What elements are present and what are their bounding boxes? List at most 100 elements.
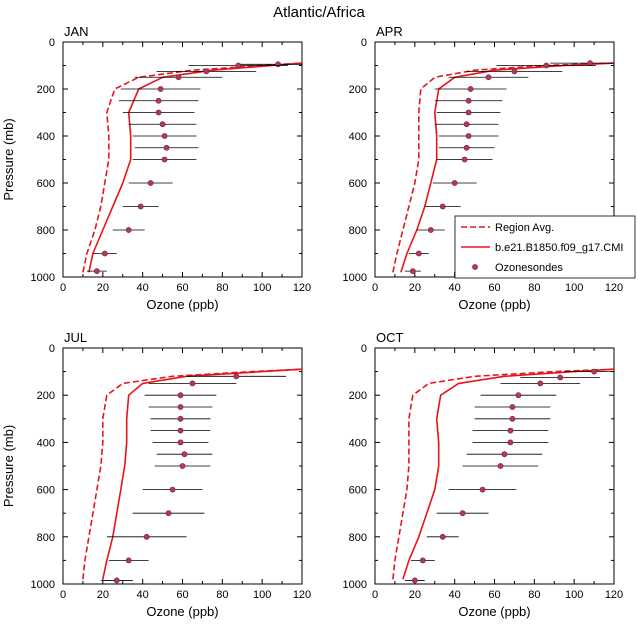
y-tick-label: 800 bbox=[37, 225, 55, 237]
y-tick-label: 400 bbox=[37, 131, 55, 143]
y-tick-label: 800 bbox=[37, 532, 55, 544]
y-tick-label: 200 bbox=[349, 390, 367, 402]
sonde-point bbox=[177, 404, 184, 410]
sonde-point bbox=[203, 68, 210, 75]
sonde-point bbox=[507, 427, 514, 434]
sonde-point bbox=[591, 368, 597, 375]
sonde-point bbox=[415, 250, 422, 257]
sonde-point bbox=[125, 557, 132, 564]
y-tick-label: 1000 bbox=[343, 579, 367, 591]
y-tick-label: 400 bbox=[37, 437, 55, 449]
legend-entry: b.e21.B1850.f09_g17.CMI bbox=[495, 242, 623, 254]
sonde-point bbox=[497, 463, 504, 469]
sonde-point bbox=[511, 68, 518, 75]
sonde-point bbox=[161, 133, 168, 139]
model-line bbox=[402, 368, 614, 580]
sonde-point bbox=[181, 451, 188, 458]
sonde-point bbox=[509, 415, 516, 422]
sonde-point bbox=[543, 62, 550, 69]
y-tick-label: 0 bbox=[361, 37, 367, 49]
sonde-point bbox=[479, 486, 486, 493]
y-tick-label: 400 bbox=[349, 131, 367, 143]
sonde-point bbox=[169, 486, 176, 493]
panel-jan: 0 20 40 60 80 100 120 0 200 400 600 800 1000 JAN Ozone… bbox=[1, 24, 311, 312]
sonde-point bbox=[463, 144, 470, 151]
sonde-point bbox=[557, 374, 564, 381]
x-tick-label: 120 bbox=[293, 589, 311, 601]
sonde-point bbox=[439, 533, 446, 540]
panel-title: APR bbox=[376, 24, 403, 39]
x-tick-label: 60 bbox=[176, 589, 188, 601]
sonde-point bbox=[177, 392, 184, 399]
panel-title: OCT bbox=[376, 330, 404, 345]
y-tick-label: 600 bbox=[37, 485, 55, 497]
x-axis-label: Ozone (ppb) bbox=[458, 297, 530, 312]
sonde-point bbox=[409, 268, 416, 275]
x-tick-label: 20 bbox=[409, 282, 421, 294]
sonde-point bbox=[165, 510, 172, 517]
sonde-point bbox=[113, 577, 120, 584]
sonde-point bbox=[93, 268, 100, 275]
sonde-point bbox=[467, 86, 474, 92]
sonde-point bbox=[537, 380, 544, 387]
x-tick-label: 80 bbox=[216, 282, 228, 294]
y-tick-label: 400 bbox=[349, 437, 367, 449]
sonde-point bbox=[233, 373, 240, 380]
x-tick-label: 80 bbox=[528, 589, 540, 601]
x-tick-label: 0 bbox=[372, 282, 378, 294]
x-tick-label: 80 bbox=[528, 282, 540, 294]
x-tick-label: 80 bbox=[216, 589, 228, 601]
sonde-point bbox=[439, 203, 446, 210]
panel-title: JAN bbox=[64, 24, 89, 39]
region-avg-line bbox=[82, 368, 302, 580]
x-tick-label: 20 bbox=[97, 589, 109, 601]
region-avg-line bbox=[392, 62, 614, 273]
sonde-point bbox=[189, 380, 196, 387]
sonde-point bbox=[177, 439, 184, 446]
sonde-point bbox=[465, 97, 472, 104]
sonde-point bbox=[101, 250, 108, 257]
sonde-point bbox=[587, 60, 593, 67]
figure-title: Atlantic/Africa bbox=[273, 4, 365, 21]
region-avg-line bbox=[82, 62, 302, 273]
model-line bbox=[88, 62, 302, 273]
x-tick-label: 0 bbox=[60, 589, 66, 601]
sonde-point bbox=[175, 74, 182, 81]
sonde-point bbox=[427, 227, 434, 233]
y-axis-label: Pressure (mb) bbox=[1, 425, 16, 507]
x-tick-label: 40 bbox=[137, 589, 149, 601]
x-tick-label: 40 bbox=[137, 282, 149, 294]
x-tick-label: 100 bbox=[565, 589, 583, 601]
panel-jul: 0 20 40 60 80 100 120 0 200 400 600 800 1000 JUL Ozone… bbox=[1, 330, 311, 619]
sonde-point bbox=[179, 463, 186, 469]
x-axis-label: Ozone (ppb) bbox=[146, 297, 218, 312]
panel-title: JUL bbox=[64, 330, 87, 345]
sonde-point bbox=[125, 227, 132, 233]
y-tick-label: 800 bbox=[349, 532, 367, 544]
model-line bbox=[400, 62, 614, 273]
region-avg-line bbox=[392, 368, 614, 580]
sonde-point bbox=[501, 451, 508, 458]
x-tick-label: 100 bbox=[565, 282, 583, 294]
sonde-point bbox=[137, 203, 144, 210]
legend-swatch-sonde bbox=[472, 264, 478, 270]
sonde-point bbox=[461, 156, 468, 163]
y-tick-label: 600 bbox=[37, 178, 55, 190]
sonde-point bbox=[155, 109, 162, 116]
sonde-point bbox=[411, 577, 418, 584]
x-axis-label: Ozone (ppb) bbox=[146, 604, 218, 619]
y-tick-label: 0 bbox=[49, 343, 55, 355]
sonde-point bbox=[459, 510, 466, 517]
sonde-point bbox=[465, 109, 472, 116]
x-tick-label: 120 bbox=[605, 282, 623, 294]
legend: Region Avg. b.e21.B1850.f09_g17.CMI Ozones… bbox=[454, 215, 636, 279]
sonde-point bbox=[451, 180, 458, 186]
legend-entry: Ozonesondes bbox=[495, 262, 563, 274]
sonde-point bbox=[177, 427, 184, 434]
x-tick-label: 100 bbox=[253, 282, 271, 294]
sonde-point bbox=[177, 415, 184, 422]
sonde-point bbox=[159, 121, 166, 128]
sonde-point bbox=[515, 392, 522, 399]
sonde-point bbox=[155, 97, 162, 104]
x-tick-label: 20 bbox=[409, 589, 421, 601]
